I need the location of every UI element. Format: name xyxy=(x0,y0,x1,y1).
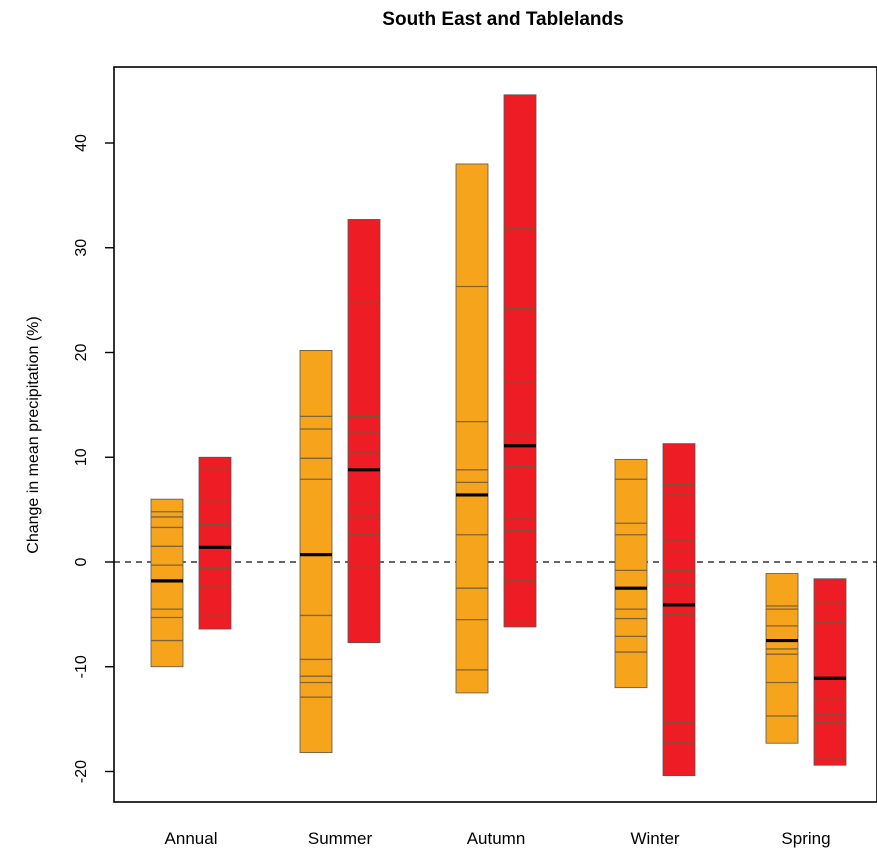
y-tick-label: 10 xyxy=(73,448,90,466)
range-bar xyxy=(614,458,648,689)
range-bar xyxy=(455,163,489,694)
y-tick-label: 40 xyxy=(73,134,90,152)
range-bar xyxy=(503,94,537,628)
range-bar xyxy=(198,456,232,630)
x-category-label: Summer xyxy=(308,829,373,848)
plot-area xyxy=(114,94,877,777)
y-tick-label: 20 xyxy=(73,344,90,362)
plot-frame xyxy=(113,66,877,803)
x-axis-labels: Annual Summer Autumn Winter Spring xyxy=(165,829,831,848)
x-category-label: Autumn xyxy=(467,829,526,848)
x-category-label: Spring xyxy=(781,829,830,848)
y-tick-label: -10 xyxy=(73,655,90,678)
range-bar xyxy=(765,573,799,744)
range-bar xyxy=(662,443,696,777)
range-bar xyxy=(299,350,333,754)
y-tick-label: 30 xyxy=(73,239,90,257)
x-category-label: Annual xyxy=(165,829,218,848)
range-bar xyxy=(347,219,381,644)
y-tick-label: 0 xyxy=(73,557,90,566)
y-axis-label: Change in mean precipitation (%) xyxy=(25,316,42,553)
y-tick-label: -20 xyxy=(73,760,90,783)
range-bar xyxy=(813,578,847,766)
x-category-label: Winter xyxy=(630,829,679,848)
chart-title: South East and Tablelands xyxy=(382,9,623,30)
range-bar xyxy=(150,498,184,668)
y-axis: -20 -10 0 10 20 30 40 xyxy=(73,134,114,783)
